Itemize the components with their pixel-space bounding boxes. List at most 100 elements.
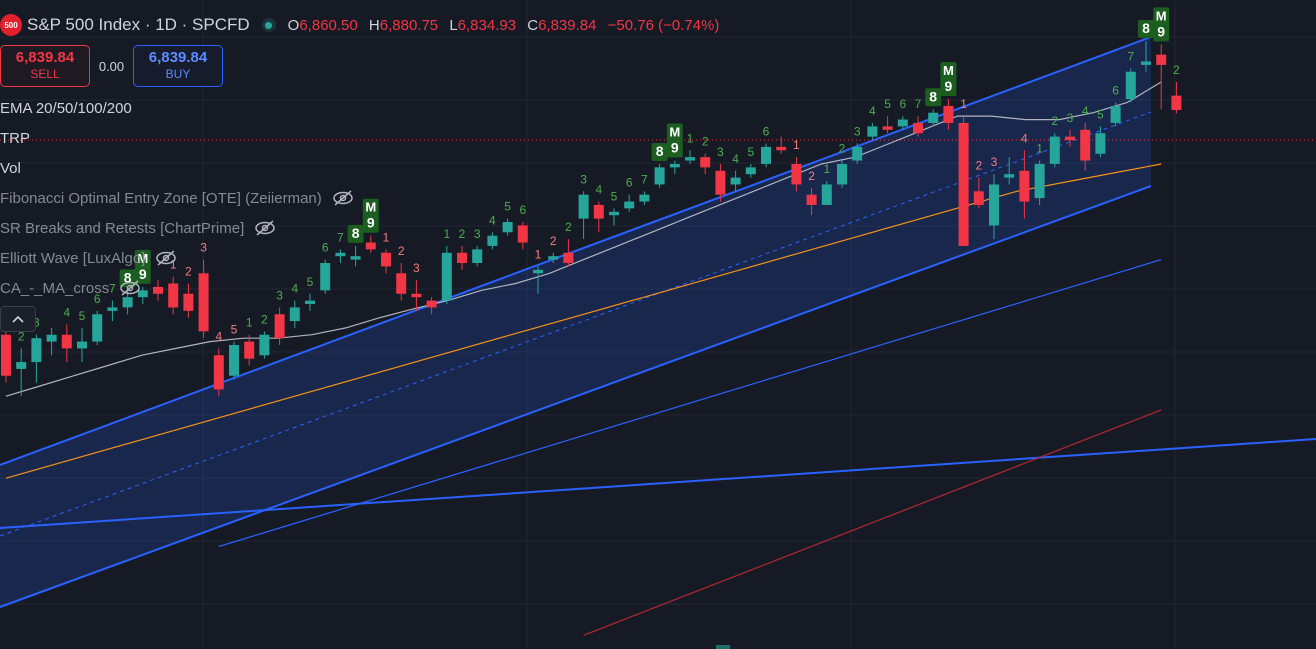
indicator-elliott-wave[interactable]: Elliott Wave [LuxAlgo] [0, 247, 177, 269]
candle-body[interactable] [578, 194, 589, 219]
candle-body[interactable] [244, 341, 255, 359]
candle-body[interactable] [411, 293, 422, 298]
candle-body[interactable] [897, 119, 908, 127]
market-status-icon[interactable] [261, 18, 276, 32]
candle-body[interactable] [1019, 170, 1030, 202]
candle-body[interactable] [791, 163, 802, 185]
candle-body[interactable] [563, 252, 574, 264]
candle-body[interactable] [1049, 136, 1060, 164]
candle-body[interactable] [654, 167, 665, 185]
candle-body[interactable] [77, 341, 87, 349]
ema50-line[interactable] [5, 163, 1162, 479]
candle-body[interactable] [1004, 174, 1015, 178]
candle-body[interactable] [517, 225, 528, 243]
eye-crossed-icon[interactable] [155, 250, 177, 266]
candle-body[interactable] [776, 146, 787, 151]
candle-body[interactable] [137, 290, 148, 298]
candle-body[interactable] [213, 355, 224, 390]
candle-body[interactable] [305, 300, 315, 305]
candle-body[interactable] [913, 122, 923, 134]
candle-body[interactable] [973, 191, 984, 205]
candle-body[interactable] [16, 362, 27, 369]
candle-body[interactable] [1141, 61, 1151, 65]
candle-body[interactable] [609, 211, 619, 216]
candle-body[interactable] [198, 273, 209, 332]
candle-body[interactable] [593, 204, 604, 219]
candle-body[interactable] [958, 122, 969, 246]
candle-body[interactable] [1156, 54, 1167, 65]
candle-body[interactable] [806, 194, 817, 205]
candle-body[interactable] [441, 252, 452, 301]
candle-body[interactable] [852, 146, 863, 161]
candle-body[interactable] [457, 252, 467, 264]
candle-body[interactable] [669, 163, 680, 168]
candle-body[interactable] [730, 177, 741, 185]
candle-body[interactable] [289, 307, 300, 322]
indicator-ema[interactable]: EMA 20/50/100/200 [0, 97, 132, 119]
ema100-line[interactable] [218, 259, 1162, 548]
indicator-fibonacci-ote[interactable]: Fibonacci Optimal Entry Zone [OTE] (Zeii… [0, 187, 354, 209]
candle-body[interactable] [365, 242, 376, 250]
candle-body[interactable] [837, 163, 847, 185]
candle-body[interactable] [61, 334, 72, 349]
candle-body[interactable] [943, 105, 954, 123]
candle-body[interactable] [320, 263, 331, 291]
candle-body[interactable] [350, 256, 361, 260]
indicator-ma-cross[interactable]: CA_-_MA_cross [0, 277, 141, 299]
candle-body[interactable] [928, 112, 939, 123]
candle-body[interactable] [761, 146, 771, 164]
candle-body[interactable] [989, 184, 999, 226]
candle-body[interactable] [1110, 105, 1121, 123]
eye-crossed-icon[interactable] [119, 280, 141, 296]
candle-body[interactable] [1080, 129, 1091, 161]
candle-body[interactable] [745, 167, 756, 175]
candle-body[interactable] [821, 184, 832, 205]
candle-body[interactable] [1, 334, 11, 376]
candle-body[interactable] [1034, 163, 1045, 199]
eye-crossed-icon[interactable] [254, 220, 276, 236]
eye-crossed-icon[interactable] [332, 190, 354, 206]
candle-body[interactable] [46, 334, 57, 342]
indicator-vol[interactable]: Vol [0, 157, 21, 179]
symbol-title[interactable]: S&P 500 Index · 1D · SPCFD [27, 15, 250, 34]
ema200-line[interactable] [583, 409, 1162, 636]
candle-body[interactable] [502, 222, 513, 233]
candle-body[interactable] [1065, 136, 1075, 141]
collapse-legend-button[interactable] [0, 306, 36, 332]
indicator-trp[interactable]: TRP [0, 127, 30, 149]
sell-button[interactable]: 6,839.84 SELL [0, 45, 90, 87]
candle-body[interactable] [867, 126, 878, 137]
candle-body[interactable] [715, 170, 726, 195]
candle-body[interactable] [183, 293, 194, 311]
ema20-line[interactable] [5, 81, 1162, 397]
candle-body[interactable] [396, 273, 407, 294]
candle-body[interactable] [92, 314, 103, 342]
candle-body[interactable] [274, 314, 285, 339]
sp500-logo-icon[interactable]: 500 [0, 14, 22, 36]
candle-body[interactable] [259, 334, 270, 356]
candle-body[interactable] [335, 252, 346, 257]
candle-body[interactable] [533, 269, 543, 274]
candle-body[interactable] [229, 344, 239, 376]
channel-upper-line[interactable] [0, 36, 1152, 466]
candle-body[interactable] [426, 300, 437, 308]
candle-body[interactable] [624, 201, 635, 209]
candle-body[interactable] [122, 297, 133, 308]
indicator-sr-breaks[interactable]: SR Breaks and Retests [ChartPrime] [0, 217, 276, 239]
candle-body[interactable] [1171, 95, 1182, 110]
candle-body[interactable] [472, 249, 483, 264]
candle-body[interactable] [153, 286, 163, 294]
candle-body[interactable] [685, 157, 695, 161]
candle-body[interactable] [882, 126, 893, 130]
candle-body[interactable] [381, 252, 391, 267]
candle-body[interactable] [31, 338, 42, 363]
channel-lower-line[interactable] [0, 185, 1152, 608]
candle-body[interactable] [700, 157, 711, 168]
candle-body[interactable] [1125, 71, 1136, 100]
candle-body[interactable] [487, 235, 498, 246]
candle-body[interactable] [1095, 133, 1106, 154]
candle-body[interactable] [107, 307, 118, 311]
candle-body[interactable] [639, 194, 650, 202]
buy-button[interactable]: 6,839.84 BUY [133, 45, 223, 87]
